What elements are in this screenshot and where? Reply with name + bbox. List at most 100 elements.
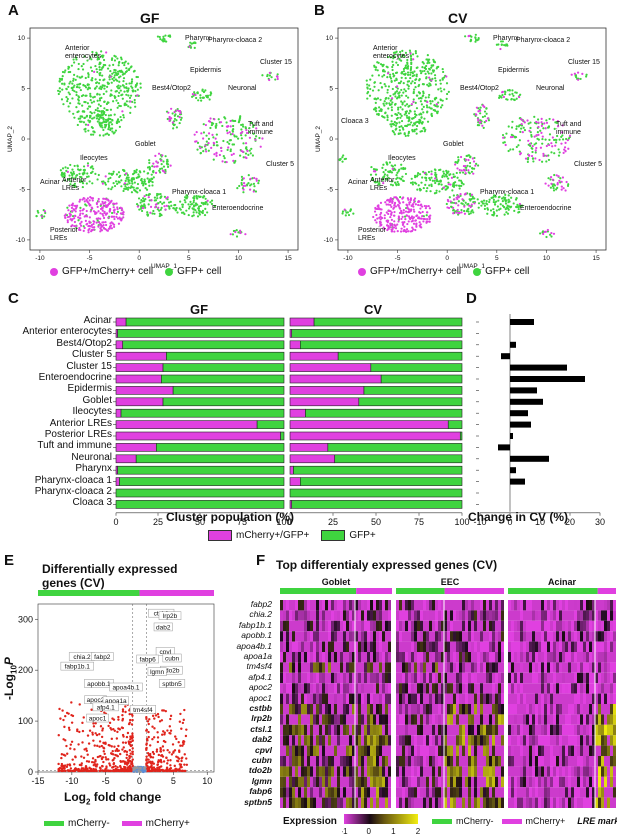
gene-point: [159, 758, 163, 762]
heat-cell: [280, 641, 283, 652]
green-cell-point: [555, 121, 559, 125]
green-cell-point: [81, 68, 85, 71]
green-cell-point: [395, 184, 398, 187]
green-cell-point: [555, 138, 558, 142]
green-cell-point: [129, 94, 133, 97]
panel-letter-b: B: [314, 2, 325, 19]
magenta-cell-point: [570, 73, 573, 76]
green-cell-point: [456, 160, 460, 163]
green-cell-point: [144, 182, 147, 186]
cv-gfp-bar: [337, 351, 463, 361]
heat-cell: [331, 672, 334, 684]
green-cell-point: [481, 202, 484, 205]
green-cell-point: [92, 100, 96, 103]
change-bar: [510, 455, 549, 462]
gene-point: [64, 739, 67, 742]
magenta-cell-point: [229, 125, 232, 128]
green-cell-point: [394, 128, 397, 131]
gene-point: [78, 730, 81, 734]
magenta-cell-point: [544, 127, 547, 130]
green-cell-point: [215, 144, 218, 147]
green-cell-point: [415, 175, 419, 178]
green-cell-point: [366, 86, 369, 89]
heat-cell: [337, 714, 340, 725]
green-cell-point: [248, 149, 251, 152]
magenta-cell-point: [259, 145, 262, 148]
gene-point-ns: [139, 770, 142, 774]
magenta-cell-point: [178, 116, 181, 119]
green-cell-point: [365, 79, 368, 82]
gene-point: [84, 764, 88, 768]
green-cell-point: [467, 212, 471, 216]
gene-point: [77, 769, 80, 773]
magenta-cell-point: [385, 199, 389, 202]
gene-point: [147, 769, 150, 772]
heat-cell: [304, 776, 307, 788]
green-cell-point: [390, 80, 393, 83]
green-cell-point: [519, 93, 522, 96]
magenta-cell-point: [421, 205, 424, 208]
green-cell-point: [117, 171, 121, 174]
gene-point: [112, 718, 116, 721]
gene-point: [164, 740, 167, 744]
gene-point: [65, 744, 68, 748]
magenta-cell-point: [242, 182, 246, 185]
magenta-cell-point: [511, 135, 514, 139]
magenta-cell-point: [175, 109, 178, 112]
green-cell-point: [557, 148, 560, 151]
magenta-cell-point: [122, 216, 125, 219]
green-cell-point: [257, 182, 260, 185]
gene-point: [151, 750, 155, 754]
green-cell-point: [434, 104, 437, 107]
gene-point: [71, 758, 74, 761]
heat-cell: [322, 610, 325, 621]
green-cell-point: [69, 171, 73, 174]
gene-point: [74, 756, 77, 759]
green-cell-point: [481, 115, 485, 119]
heat-cell: [283, 724, 286, 736]
green-cell-point: [407, 96, 410, 99]
green-cell-point: [415, 75, 418, 78]
magenta-cell-point: [470, 193, 474, 196]
green-cell-point: [390, 164, 393, 167]
green-cell-point: [124, 185, 127, 188]
heat-cell: [331, 704, 334, 715]
gene-point: [111, 759, 114, 762]
heat-cell: [304, 735, 307, 746]
green-cell-point: [104, 126, 107, 129]
gene-label: apoc2: [248, 682, 272, 693]
gene-point: [172, 751, 175, 754]
green-cell-point: [419, 96, 422, 100]
gene-point-ns: [138, 766, 142, 770]
gene-label-box: [92, 702, 119, 712]
gene-point: [147, 754, 151, 757]
heat-cell: [319, 704, 322, 715]
green-cell-point: [125, 186, 129, 190]
heat-cell: [286, 776, 289, 788]
heat-cell: [289, 724, 292, 736]
magenta-cell-point: [242, 188, 245, 191]
heat-cell: [334, 662, 337, 673]
green-cell-point: [121, 97, 124, 100]
heat-cell: [358, 672, 361, 684]
heat-cell: [283, 735, 286, 746]
green-cell-point: [117, 101, 120, 105]
magenta-cell-point: [136, 94, 139, 97]
heat-cell: [370, 756, 373, 767]
magenta-cell-point: [200, 132, 203, 135]
green-cell-point: [137, 173, 140, 176]
gene-point: [112, 753, 115, 756]
green-cell-point: [163, 195, 167, 198]
green-cell-point: [110, 123, 114, 126]
magenta-cell-point: [239, 231, 242, 234]
heat-cell: [310, 704, 313, 715]
gene-label: afp4.1: [97, 704, 115, 711]
gene-point: [172, 769, 175, 772]
heat-cell: [358, 610, 361, 621]
green-cell-point: [371, 74, 374, 77]
green-cell-point: [368, 94, 372, 97]
green-cell-point: [197, 207, 201, 210]
green-cell-point: [105, 120, 108, 124]
magenta-cell-point: [394, 205, 398, 208]
green-cell-point: [473, 197, 476, 200]
